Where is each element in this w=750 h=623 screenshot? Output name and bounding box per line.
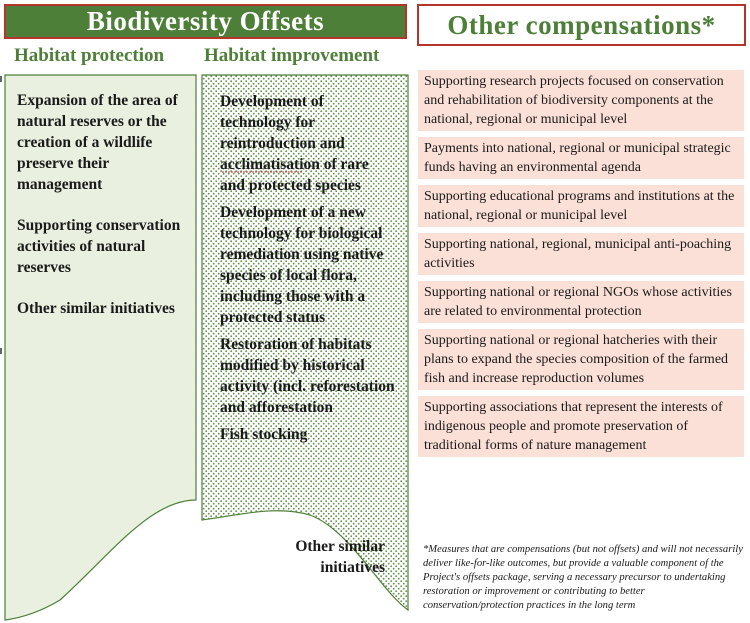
- biodiversity-offsets-header: Biodiversity Offsets: [4, 4, 407, 39]
- habitat-improvement-title: Habitat improvement: [204, 45, 380, 66]
- improvement-item: Fish stocking: [220, 426, 308, 443]
- compensation-item: Supporting national, regional, municipal…: [418, 233, 744, 275]
- habitat-protection-list: Expansion of the area of natural reserve…: [17, 90, 193, 339]
- improvement-item: Restoration of habitats modified by hist…: [220, 336, 395, 416]
- protection-item: Supporting conservation activities of na…: [17, 217, 181, 276]
- compensation-item: Supporting educational programs and inst…: [418, 185, 744, 227]
- compensation-item: Payments into national, regional or muni…: [418, 137, 744, 179]
- edge-mark: [0, 76, 2, 82]
- habitat-improvement-list: Development of technology for reintroduc…: [220, 91, 395, 451]
- improvement-item: Development of technology for reintroduc…: [220, 93, 369, 194]
- compensation-item: Supporting associations that represent t…: [418, 396, 744, 457]
- edge-mark: [0, 348, 2, 354]
- protection-item: Other similar initiatives: [17, 300, 175, 317]
- habitat-improvement-shape: [201, 74, 409, 612]
- footnote: *Measures that are compensations (but no…: [423, 544, 743, 611]
- improvement-item-other: Other similar initiatives: [295, 538, 385, 576]
- other-compensations-header: Other compensations*: [417, 4, 746, 46]
- compensation-item: Supporting national or regional hatcheri…: [418, 329, 744, 390]
- protection-item: Expansion of the area of natural reserve…: [17, 92, 178, 193]
- habitat-protection-title: Habitat protection: [14, 45, 165, 66]
- compensations-list: Supporting research projects focused on …: [418, 70, 744, 463]
- habitat-protection-shape: [4, 74, 197, 621]
- improvement-item: Development of a new technology for biol…: [220, 204, 384, 326]
- compensation-item: Supporting national or regional NGOs who…: [418, 281, 744, 323]
- compensation-item: Supporting research projects focused on …: [418, 70, 744, 131]
